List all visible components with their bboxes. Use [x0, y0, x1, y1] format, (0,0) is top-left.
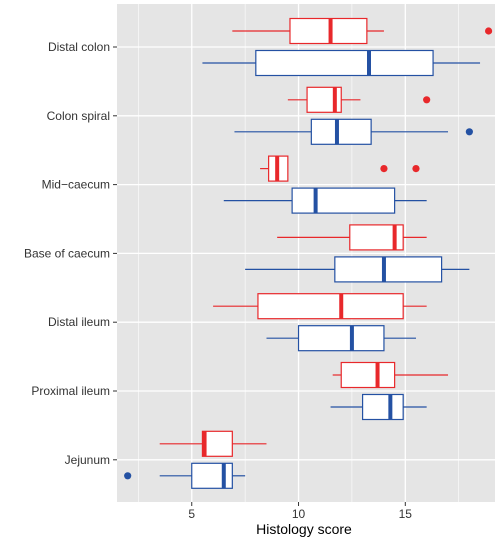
box [201, 430, 233, 457]
box-group [232, 17, 493, 45]
box [257, 293, 404, 320]
x-axis-title: Histology score [256, 521, 352, 537]
y-tick-label: Colon spiral [47, 109, 110, 123]
outlier-point [465, 128, 473, 136]
box-group [124, 462, 246, 489]
box-group [330, 393, 427, 421]
outlier-point [423, 96, 431, 104]
y-tick-label: Jejunum [65, 453, 110, 467]
grid-lines [117, 4, 495, 502]
y-tick-label: Distal colon [48, 40, 110, 54]
y-tick-label: Mid−caecum [42, 178, 110, 192]
box [340, 361, 396, 389]
outlier-point [484, 27, 493, 35]
y-tick-label: Base of caecum [24, 246, 110, 260]
x-tick-label: 15 [399, 507, 413, 521]
box-group [266, 325, 416, 352]
box [297, 325, 385, 352]
box [289, 17, 368, 45]
box-layer [124, 17, 493, 489]
x-tick-labels: 5 10 15 [188, 502, 412, 521]
y-tick-label: Proximal ileum [31, 384, 110, 398]
box-group [234, 118, 473, 145]
box-group [332, 361, 449, 389]
box-group [223, 187, 427, 214]
box [255, 49, 434, 77]
outlier-point [124, 472, 132, 480]
box-group [287, 86, 431, 113]
box [334, 256, 443, 283]
outlier-point [380, 165, 388, 173]
box-group [245, 256, 470, 283]
x-tick-label: 5 [188, 507, 195, 521]
box-group [213, 293, 427, 320]
box [291, 187, 396, 214]
y-tick-labels: Distal colon Colon spiral Mid−caecum Base o… [24, 40, 117, 467]
box-group [277, 224, 427, 251]
box [191, 462, 233, 489]
box-group [202, 49, 481, 77]
x-tick-label: 10 [292, 507, 306, 521]
box [310, 118, 372, 145]
outlier-point [412, 165, 420, 173]
box-group [260, 155, 420, 182]
box-group [159, 430, 267, 457]
box [361, 393, 404, 421]
y-tick-label: Distal ileum [48, 315, 110, 329]
